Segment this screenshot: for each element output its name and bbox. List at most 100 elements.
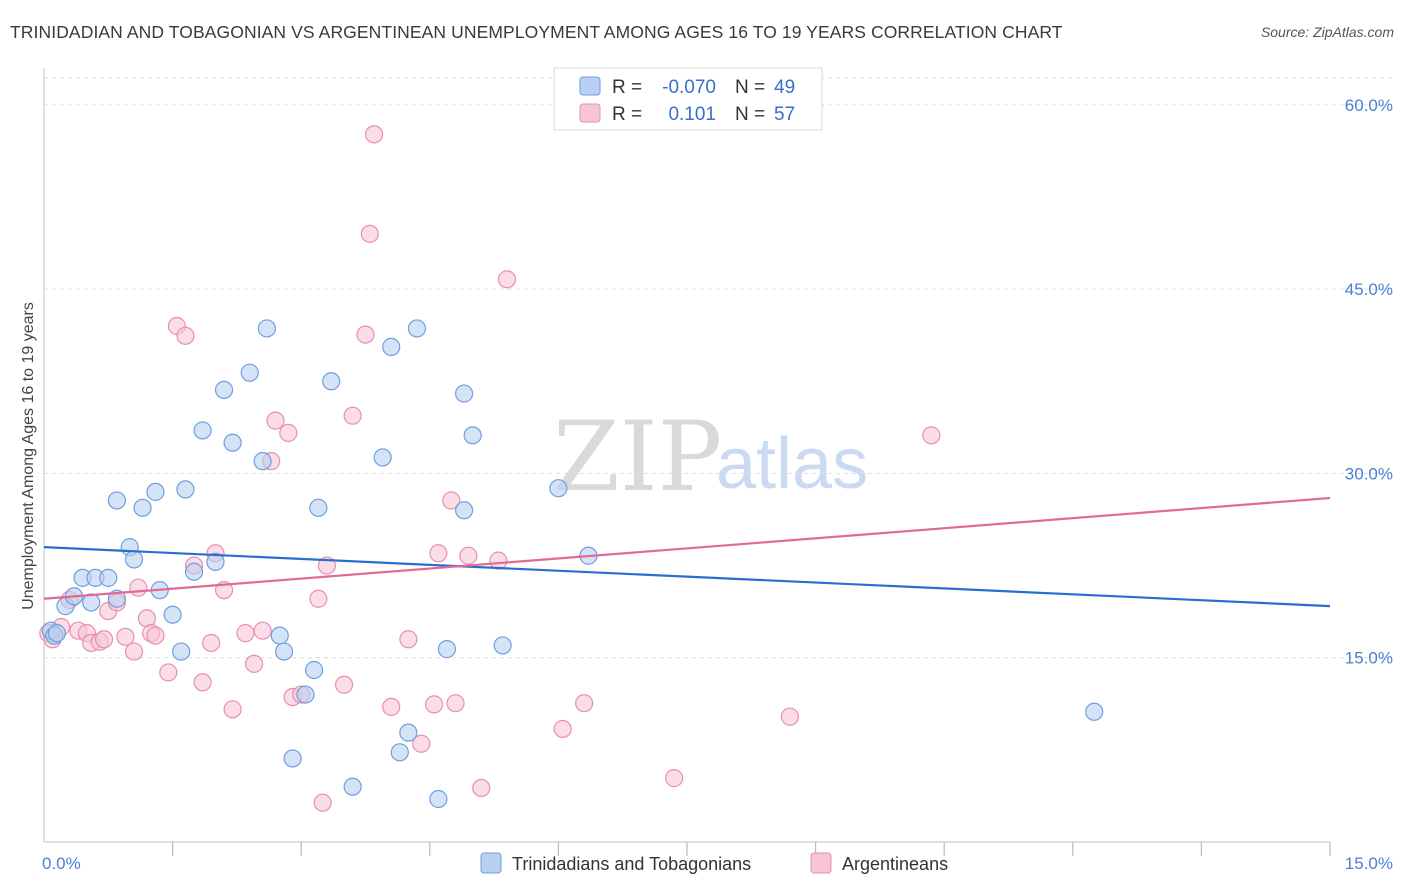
stats-legend: R = -0.070 N = 49 R = 0.101 N = 57 bbox=[553, 67, 823, 131]
data-point bbox=[309, 589, 328, 608]
legend-n-label-blue: N = bbox=[735, 77, 765, 98]
trend-lines bbox=[43, 496, 1331, 608]
x-tick-label-min: 0.0% bbox=[42, 854, 81, 873]
trinidadians-points bbox=[41, 319, 1104, 809]
data-point bbox=[116, 627, 135, 646]
data-point bbox=[176, 326, 195, 345]
data-point bbox=[193, 421, 212, 440]
y-tick-label: 45.0% bbox=[1345, 280, 1393, 299]
y-axis-label: Unemployment Among Ages 16 to 19 years bbox=[20, 302, 37, 610]
series-legend-swatch-blue bbox=[480, 852, 502, 874]
data-point bbox=[283, 749, 302, 768]
data-point bbox=[163, 605, 182, 624]
data-point bbox=[313, 793, 332, 812]
data-point bbox=[240, 363, 259, 382]
data-point bbox=[107, 589, 126, 608]
data-point bbox=[279, 423, 298, 442]
data-point bbox=[442, 491, 461, 510]
legend-n-value-blue: 49 bbox=[774, 77, 795, 98]
data-point bbox=[202, 633, 221, 653]
data-point bbox=[94, 630, 114, 649]
legend-r-value-pink: 0.101 bbox=[668, 104, 716, 125]
legend-r-label-pink: R = bbox=[612, 104, 642, 125]
data-point bbox=[206, 552, 225, 571]
legend-swatch-pink bbox=[579, 103, 601, 123]
x-tick-label-max: 15.0% bbox=[1345, 854, 1393, 873]
data-point bbox=[274, 642, 294, 661]
data-point bbox=[244, 654, 264, 673]
y-tick-label: 30.0% bbox=[1345, 464, 1393, 483]
data-point bbox=[437, 640, 457, 659]
data-point bbox=[184, 562, 204, 581]
data-point bbox=[107, 491, 126, 510]
data-point bbox=[472, 778, 491, 798]
source-label: Source: ZipAtlas.com bbox=[1260, 24, 1394, 40]
data-point bbox=[922, 426, 941, 445]
data-point bbox=[82, 593, 101, 612]
data-point bbox=[489, 551, 508, 570]
data-point bbox=[356, 325, 375, 344]
series-legend-swatch-pink bbox=[810, 852, 832, 874]
data-point bbox=[270, 626, 289, 645]
data-point bbox=[412, 734, 431, 753]
data-point bbox=[159, 663, 178, 682]
series-legend-label-pink: Argentineans bbox=[842, 854, 948, 874]
data-point bbox=[373, 448, 392, 467]
data-point bbox=[309, 498, 328, 517]
chart-title: TRINIDADIAN AND TOBAGONIAN VS ARGENTINEA… bbox=[10, 22, 1063, 42]
data-point bbox=[124, 550, 144, 569]
legend-n-value-pink: 57 bbox=[774, 104, 795, 125]
x-ticks bbox=[172, 842, 1331, 856]
data-point bbox=[99, 568, 118, 587]
legend-r-value-blue: -0.070 bbox=[662, 77, 716, 98]
data-point bbox=[454, 501, 474, 520]
data-point bbox=[497, 270, 517, 289]
data-point bbox=[176, 480, 195, 499]
data-point bbox=[463, 426, 482, 445]
watermark-atlas: atlas bbox=[716, 424, 868, 504]
trend-line-blue bbox=[43, 546, 1331, 608]
data-point bbox=[382, 337, 401, 356]
data-point bbox=[360, 224, 379, 243]
y-tick-labels: 15.0% 30.0% 45.0% 60.0% bbox=[1345, 96, 1393, 668]
data-point bbox=[253, 621, 272, 640]
data-point bbox=[257, 319, 277, 338]
data-point bbox=[1085, 702, 1104, 721]
data-point bbox=[343, 406, 362, 425]
series-legend-label-blue: Trinidadians and Tobagonians bbox=[512, 854, 751, 874]
data-point bbox=[429, 544, 448, 563]
data-point bbox=[146, 626, 165, 645]
legend-n-label-pink: N = bbox=[735, 104, 765, 125]
data-point bbox=[382, 697, 401, 716]
data-point bbox=[304, 660, 324, 680]
data-point bbox=[407, 319, 427, 338]
data-point bbox=[665, 769, 684, 788]
data-point bbox=[146, 482, 165, 501]
legend-r-label-blue: R = bbox=[612, 77, 642, 98]
data-point bbox=[364, 125, 384, 144]
watermark-zip: ZIP bbox=[553, 401, 722, 513]
data-point bbox=[780, 707, 799, 726]
data-point bbox=[446, 694, 465, 713]
data-point bbox=[296, 685, 315, 704]
data-point bbox=[399, 630, 418, 649]
y-tick-label: 15.0% bbox=[1345, 649, 1393, 668]
data-point bbox=[223, 700, 242, 719]
data-point bbox=[129, 578, 148, 597]
data-point bbox=[549, 479, 568, 498]
data-point bbox=[343, 777, 362, 796]
data-point bbox=[390, 743, 409, 762]
data-point bbox=[575, 694, 594, 713]
data-point bbox=[266, 411, 285, 430]
data-point bbox=[47, 624, 66, 643]
data-point bbox=[223, 433, 242, 452]
data-point bbox=[454, 384, 474, 403]
legend-swatch-blue bbox=[579, 76, 601, 96]
data-point bbox=[334, 675, 354, 694]
data-point bbox=[322, 372, 341, 391]
data-point bbox=[553, 719, 572, 739]
data-point bbox=[124, 642, 144, 661]
data-point bbox=[493, 636, 512, 655]
data-point bbox=[214, 380, 234, 399]
